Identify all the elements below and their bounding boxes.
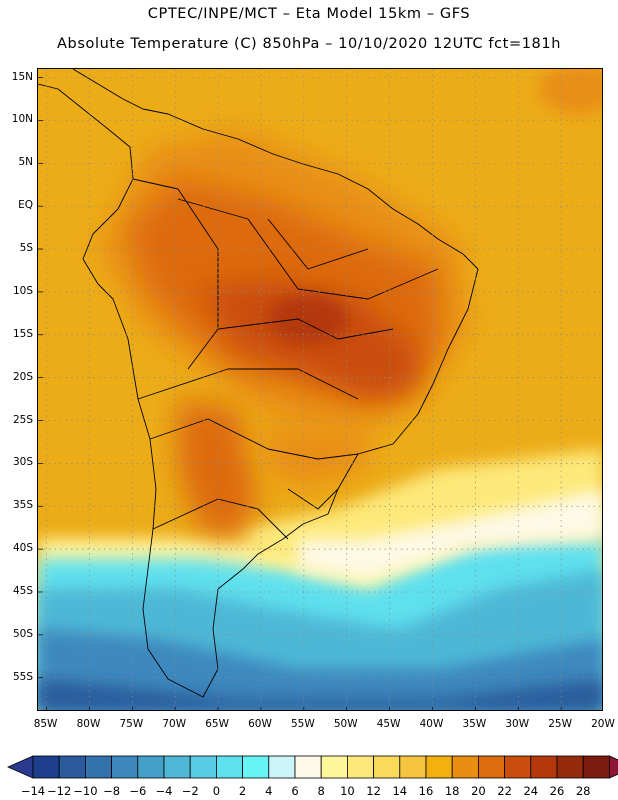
colorbar-swatch <box>556 755 584 779</box>
longitude-tick-label: 65W <box>205 718 229 730</box>
colorbar-swatch <box>189 755 217 779</box>
colorbar-under-arrow <box>7 755 34 779</box>
longitude-tick-label: 85W <box>33 718 58 730</box>
latitude-tick-label: 50S <box>12 627 33 640</box>
colorbar-swatch <box>294 755 322 779</box>
colorbar-label: 8 <box>317 784 325 798</box>
map-subtitle: Absolute Temperature (C) 850hPa – 10/10/… <box>57 36 561 52</box>
colorbar-label: 18 <box>444 784 460 798</box>
latitude-tick-label: 40S <box>12 542 33 555</box>
latitude-tick-label: 10S <box>12 284 33 297</box>
longitude-tick-label: 50W <box>333 718 358 730</box>
colorbar-swatch <box>320 755 348 779</box>
colorbar-label: 2 <box>238 784 247 798</box>
colorbar-label: 6 <box>291 784 299 798</box>
colorbar-label: 22 <box>497 784 512 798</box>
colorbar-swatch <box>85 755 113 779</box>
latitude-tick-label: 35S <box>12 499 33 512</box>
colorbar-label: −4 <box>155 784 173 798</box>
latitude-tick-label: 55S <box>12 670 33 683</box>
colorbar-swatch <box>477 755 505 779</box>
longitude-tick-label: 25W <box>548 718 572 730</box>
colorbar-label: −2 <box>181 784 199 798</box>
latitude-tick-label: 5N <box>18 156 33 169</box>
latitude-tick-label: 5S <box>19 242 33 255</box>
colorbar-label: −14 <box>20 784 46 798</box>
colorbar-label: −6 <box>129 784 147 798</box>
colorbar-swatch <box>163 755 191 779</box>
latitude-tick-label: 15S <box>12 327 33 340</box>
longitude-tick-label: 80W <box>76 718 101 730</box>
colorbar-swatch <box>399 755 427 779</box>
longitude-tick-label: 55W <box>290 718 315 730</box>
colorbar-swatch <box>137 755 165 779</box>
colorbar-label: 20 <box>471 784 486 798</box>
lat-lon-gridlines <box>38 69 602 710</box>
temperature-colorbar <box>7 755 618 779</box>
colorbar-label: 10 <box>340 784 355 798</box>
colorbar-label: 14 <box>392 784 408 798</box>
colorbar-label: 16 <box>418 784 434 798</box>
latitude-tick-label: 25S <box>12 413 33 426</box>
temperature-map <box>37 68 603 711</box>
colorbar-label: 12 <box>366 784 381 798</box>
longitude-tick-label: 40W <box>419 718 444 730</box>
longitude-tick-label: 75W <box>119 718 144 730</box>
colorbar-swatch <box>268 755 296 779</box>
latitude-tick-label: EQ <box>18 199 33 212</box>
colorbar-label: 24 <box>523 784 539 798</box>
latitude-tick-label: 20S <box>12 370 33 383</box>
colorbar-swatch <box>32 755 60 779</box>
map-title: CPTEC/INPE/MCT – Eta Model 15km – GFS <box>147 6 471 22</box>
colorbar-label: −8 <box>103 784 121 798</box>
colorbar-swatch <box>425 755 453 779</box>
colorbar-swatch <box>111 755 139 779</box>
colorbar-swatch <box>346 755 374 779</box>
colorbar-label: −12 <box>47 784 72 798</box>
colorbar-label: 4 <box>265 784 273 798</box>
map-canvas <box>38 69 602 710</box>
longitude-tick-label: 30W <box>505 718 530 730</box>
coastlines-and-borders <box>38 69 479 698</box>
colorbar-label: 26 <box>549 784 565 798</box>
latitude-tick-label: 45S <box>12 584 33 597</box>
colorbar-swatch <box>582 755 610 779</box>
colorbar-swatch <box>373 755 401 779</box>
latitude-tick-label: 30S <box>12 456 33 469</box>
colorbar-swatch <box>451 755 479 779</box>
colorbar-label: −10 <box>73 784 98 798</box>
longitude-tick-label: 70W <box>162 718 187 730</box>
latitude-tick-label: 10N <box>11 113 33 126</box>
colorbar-swatch <box>215 755 243 779</box>
colorbar-label: 0 <box>212 784 221 798</box>
longitude-tick-label: 20W <box>591 718 615 730</box>
colorbar-swatch <box>530 755 558 779</box>
colorbar-swatch <box>58 755 86 779</box>
colorbar-swatch <box>242 755 270 779</box>
latitude-tick-label: 15N <box>11 70 33 83</box>
longitude-tick-label: 35W <box>462 718 487 730</box>
longitude-tick-label: 45W <box>376 718 401 730</box>
longitude-tick-label: 60W <box>248 718 272 730</box>
colorbar-swatch <box>504 755 532 779</box>
colorbar-label: 28 <box>575 784 591 798</box>
temperature-field <box>38 69 602 710</box>
colorbar-over-arrow <box>609 755 618 779</box>
